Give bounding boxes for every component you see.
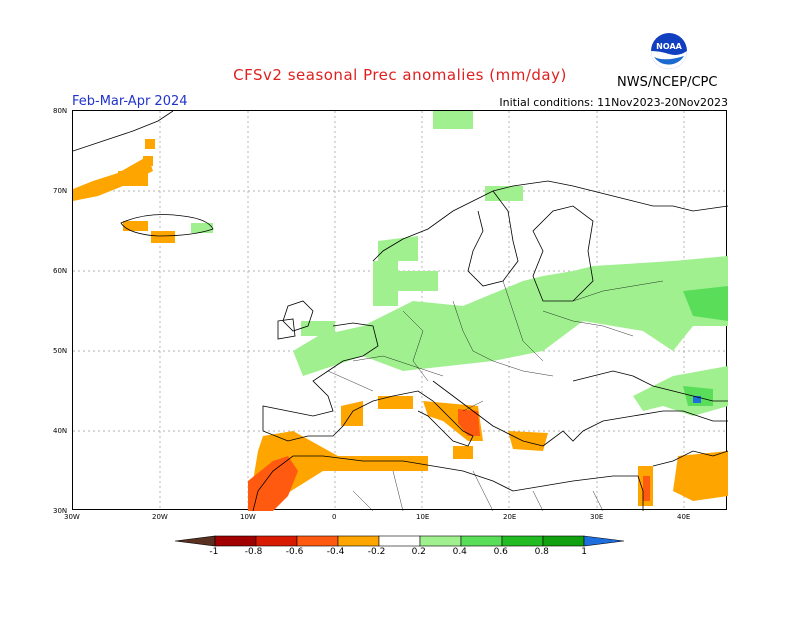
lat-label: 50N [53,347,68,355]
precip-anomaly-map [72,110,729,512]
colorbar-swatch [174,535,216,547]
map-title: CFSv2 seasonal Prec anomalies (mm/day) [233,66,567,84]
colorbar-tick-label: -1 [209,547,219,557]
colorbar-swatch [378,535,421,547]
forecast-period: Feb-Mar-Apr 2024 [72,94,188,109]
lat-label: 30N [53,507,68,515]
colorbar-tick-label: -0.4 [326,547,345,557]
colorbar-swatch [542,535,585,547]
lon-label: 10E [416,513,430,521]
coastlines [72,110,729,512]
colorbar-tick-label: -0.2 [367,547,386,557]
noaa-logo: NOAA [651,33,687,69]
lon-label: 40E [677,513,691,521]
lat-label: 40N [53,427,68,435]
svg-text:NOAA: NOAA [656,42,682,51]
lon-label: 30W [64,513,80,521]
lon-label: 10W [240,513,256,521]
colorbar [174,535,625,547]
colorbar-swatch [419,535,462,547]
lon-label: 0 [332,513,337,521]
colorbar-swatch [255,535,298,547]
map-panel [72,110,729,512]
initial-conditions: Initial conditions: 11Nov2023-20Nov2023 [499,96,728,109]
colorbar-swatch [460,535,503,547]
colorbar-tick-label: 0.2 [411,547,426,557]
colorbar-tick-label: -0.8 [244,547,263,557]
colorbar-tick-label: 1 [581,547,587,557]
lon-label: 30E [590,513,604,521]
lat-label: 70N [53,187,68,195]
lat-label: 80N [53,107,68,115]
colorbar-swatch [501,535,544,547]
lat-label: 60N [53,267,68,275]
dry-anomalies [73,139,728,511]
colorbar-tick-label: 0.4 [452,547,467,557]
wet-anomalies [191,111,728,416]
country-borders [327,280,664,512]
colorbar-tick-label: -0.6 [285,547,304,557]
lon-label: 20E [503,513,517,521]
lon-label: 20W [152,513,168,521]
colorbar-tick-label: 0.6 [493,547,508,557]
colorbar-swatch [214,535,257,547]
colorbar-swatch [337,535,380,547]
colorbar-swatch [296,535,339,547]
colorbar-swatch [583,535,625,547]
agency-label: NWS/NCEP/CPC [617,75,718,90]
colorbar-tick-label: 0.8 [534,547,549,557]
